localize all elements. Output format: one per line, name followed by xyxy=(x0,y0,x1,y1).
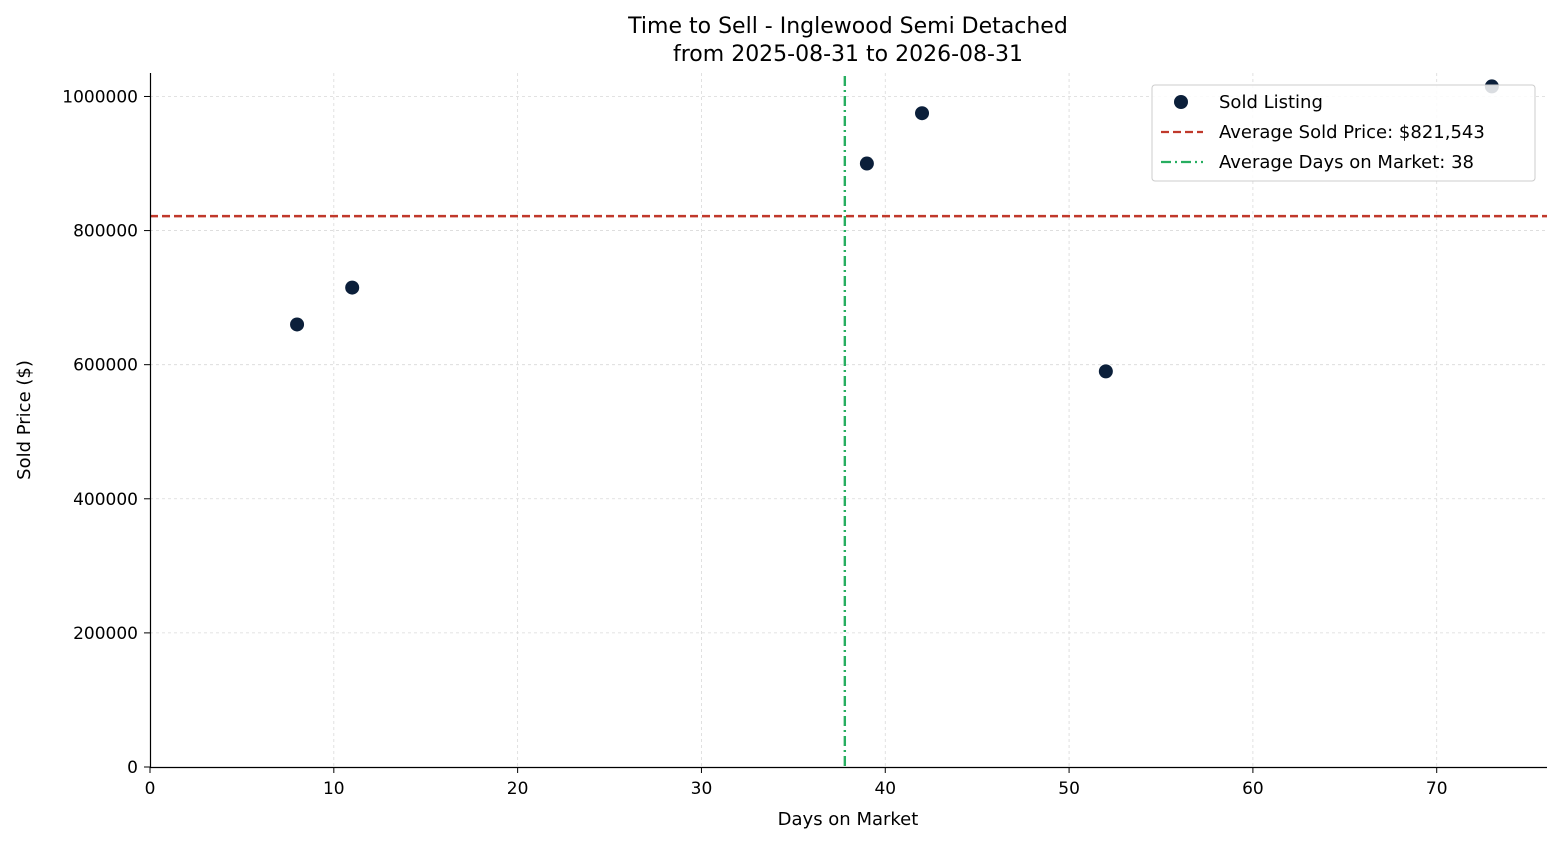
y-tick-label: 200000 xyxy=(73,624,138,644)
legend: Sold Listing Average Sold Price: $821,54… xyxy=(1151,84,1536,182)
y-axis-label: Sold Price ($) xyxy=(14,360,35,480)
tick-labels: 0 10 20 30 40 50 60 70 0 200000 400000 600000 800000… xyxy=(62,87,1447,799)
x-tick-label: 50 xyxy=(1058,779,1080,799)
sold-listing-point xyxy=(915,106,930,121)
x-tick-label: 30 xyxy=(691,779,713,799)
x-tick-label: 20 xyxy=(507,779,529,799)
grid xyxy=(150,73,1547,767)
legend-label-sold-listing: Sold Listing xyxy=(1219,92,1323,113)
chart-title: Time to Sell - Inglewood Semi Detached xyxy=(627,14,1068,39)
reference-lines xyxy=(150,76,1547,767)
y-tick-label: 1000000 xyxy=(62,87,138,107)
legend-label-average-days: Average Days on Market: 38 xyxy=(1219,152,1474,173)
x-tick-label: 60 xyxy=(1242,779,1264,799)
sold-listing-point xyxy=(859,156,874,171)
chart-subtitle: from 2025-08-31 to 2026-08-31 xyxy=(673,42,1023,67)
x-tick-label: 0 xyxy=(145,779,156,799)
y-tick-label: 600000 xyxy=(73,356,138,376)
legend-marker-sold-listing xyxy=(1174,95,1188,109)
x-tick-label: 70 xyxy=(1426,779,1448,799)
sold-listing-point xyxy=(290,317,305,332)
y-tick-label: 0 xyxy=(127,758,138,778)
x-axis-label: Days on Market xyxy=(778,809,919,830)
x-tick-label: 40 xyxy=(874,779,896,799)
sold-listing-point xyxy=(345,280,360,295)
sold-listing-point xyxy=(1098,364,1113,379)
x-tick-label: 10 xyxy=(323,779,345,799)
y-tick-label: 800000 xyxy=(73,222,138,242)
legend-label-average-price: Average Sold Price: $821,543 xyxy=(1219,122,1485,143)
data-points xyxy=(290,79,1499,379)
legend-box xyxy=(1151,84,1536,182)
y-tick-label: 400000 xyxy=(73,490,138,510)
axes xyxy=(149,73,1547,769)
